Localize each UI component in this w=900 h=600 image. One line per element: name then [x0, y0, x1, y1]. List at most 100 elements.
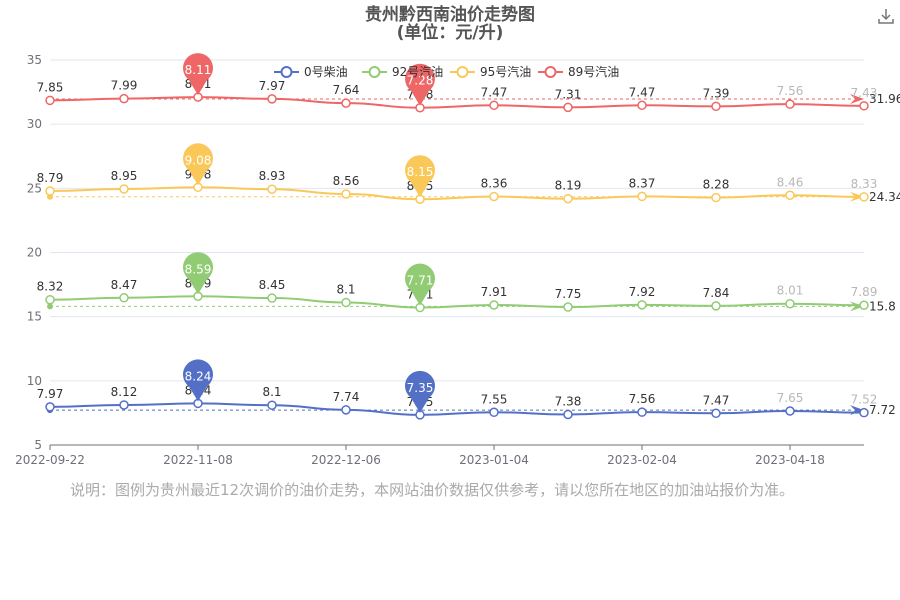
- series-line: [49, 295, 865, 309]
- max-marker: [183, 252, 213, 295]
- data-point: [45, 95, 55, 106]
- x-tick-label: 2023-01-04: [459, 453, 529, 467]
- data-label: 7.85: [37, 80, 64, 94]
- average-label: 31.96: [869, 92, 900, 106]
- data-point: [711, 301, 721, 311]
- data-label: 7.92: [629, 285, 656, 299]
- y-tick-label: 5: [34, 438, 42, 452]
- data-label: 7.64: [333, 83, 360, 97]
- data-label: 7.99: [111, 79, 138, 93]
- data-label: 7.52: [851, 393, 878, 407]
- average-start-dot: [47, 303, 53, 310]
- download-icon[interactable]: [876, 6, 896, 26]
- data-point: [785, 298, 795, 309]
- max-marker: [183, 359, 213, 402]
- data-label: 7.75: [555, 287, 582, 301]
- data-label: 7.55: [481, 392, 508, 406]
- series-line: [49, 402, 865, 416]
- max-marker-label: 8.11: [185, 63, 212, 77]
- data-point: [711, 101, 721, 112]
- markers-layer: 8.24 7.35 8.59 7.71 9.08 8.15 8.11 7.28: [183, 53, 436, 413]
- data-point: [119, 184, 129, 194]
- legend-item: 89号汽油: [568, 64, 619, 79]
- data-point: [711, 408, 721, 419]
- min-marker: [405, 63, 436, 106]
- data-label: 8.32: [37, 280, 64, 294]
- min-marker-label: 7.28: [407, 74, 434, 88]
- data-label: 7.39: [703, 86, 730, 100]
- data-point: [489, 100, 499, 111]
- data-point: [563, 409, 573, 420]
- data-point: [267, 184, 277, 194]
- data-point: [859, 192, 869, 202]
- data-label: 7.56: [777, 84, 804, 98]
- y-tick-label: 25: [27, 181, 42, 195]
- data-point: [711, 192, 721, 203]
- data-point: [785, 99, 795, 109]
- data-label: 8.47: [111, 278, 138, 292]
- data-point: [563, 193, 573, 204]
- data-label: 8.46: [777, 175, 804, 189]
- min-marker: [405, 263, 436, 306]
- x-tick-label: 2022-12-06: [311, 453, 381, 467]
- data-label: 8.56: [333, 174, 360, 188]
- legend-swatch-dot: [368, 66, 381, 78]
- average-arrow: [850, 301, 864, 312]
- x-axis: 2022-09-22 2022-11-08 2022-12-06 2023-01-04…: [15, 444, 864, 467]
- chart-title: 贵州黔西南油价走势图: [365, 4, 535, 25]
- max-marker: [183, 143, 214, 186]
- data-point: [785, 406, 795, 416]
- data-label: 8.45: [259, 278, 286, 292]
- data-label: 8.28: [703, 178, 730, 192]
- max-marker: [183, 53, 214, 96]
- data-label: 7.47: [629, 85, 656, 99]
- data-point: [489, 407, 499, 418]
- data-label: 8.19: [555, 179, 582, 193]
- series-line: [49, 186, 865, 201]
- average-arrow: [850, 94, 864, 105]
- legend-swatch-dot: [280, 66, 293, 78]
- legend-item: 95号汽油: [480, 64, 531, 79]
- data-point: [119, 93, 129, 104]
- x-tick-label: 2023-04-18: [755, 453, 825, 467]
- data-label: 7.74: [333, 390, 360, 404]
- legend-item: 0号柴油: [304, 65, 348, 79]
- grid-lines: [50, 59, 864, 446]
- data-point: [637, 407, 647, 417]
- legend-swatch-dot: [544, 66, 557, 78]
- data-label: 7.89: [851, 285, 878, 299]
- max-marker-label: 9.08: [185, 153, 212, 167]
- data-label: 8.79: [37, 171, 64, 185]
- data-point: [267, 94, 277, 104]
- data-label: 8.93: [259, 169, 286, 183]
- legend: 0号柴油 92号汽油 95号汽油 89号汽油: [274, 64, 619, 79]
- data-point: [563, 302, 573, 312]
- data-point: [859, 407, 869, 418]
- data-label: 7.84: [703, 286, 730, 300]
- chart-subtitle: (单位：元/升): [397, 22, 504, 43]
- data-label: 8.1: [262, 385, 281, 399]
- data-label: 7.97: [37, 387, 64, 401]
- data-point: [45, 402, 55, 412]
- x-tick-label: 2022-11-08: [163, 453, 233, 467]
- x-tick-label: 2022-09-22: [15, 453, 85, 467]
- data-point: [267, 400, 277, 410]
- data-point: [341, 98, 351, 108]
- data-point: [785, 190, 795, 201]
- data-point: [637, 191, 647, 202]
- data-point: [341, 405, 351, 415]
- data-point: [489, 191, 499, 202]
- y-tick-label: 30: [27, 117, 42, 131]
- data-point: [45, 186, 55, 196]
- data-point: [637, 300, 647, 310]
- data-point: [119, 293, 129, 303]
- data-label: 7.47: [703, 393, 730, 407]
- series-layer: 7.72 7.97 8.12 8.24 8.1 7.74 7.35 7.55 7.38 7.56 7…: [37, 77, 900, 420]
- average-label: 15.8: [869, 299, 896, 313]
- data-point: [859, 300, 869, 310]
- data-label: 8.95: [111, 169, 138, 183]
- min-marker-label: 7.71: [407, 274, 434, 288]
- data-label: 7.97: [259, 79, 286, 93]
- data-label: 7.65: [777, 391, 804, 405]
- data-label: 8.33: [851, 177, 878, 191]
